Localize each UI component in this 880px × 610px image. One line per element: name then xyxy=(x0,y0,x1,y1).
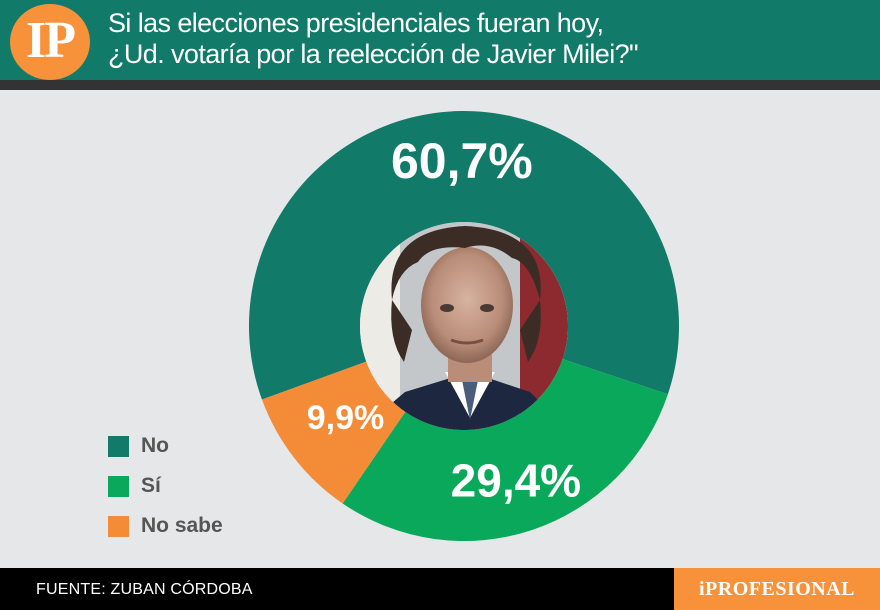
chart-title-line-2: ¿Ud. votaría por la reelección de Javier… xyxy=(108,39,639,69)
header: IP Si las elecciones presidenciales fuer… xyxy=(0,0,880,80)
slice-label-no: 60,7% xyxy=(391,133,533,189)
donut-slices xyxy=(249,111,680,541)
donut-chart: 60,7% 29,4% 9,9% xyxy=(249,111,680,541)
legend-swatch-si xyxy=(108,475,129,497)
slice-no xyxy=(249,111,680,400)
legend-swatch-no-sabe xyxy=(108,515,129,537)
footer: FUENTE: ZUBAN CÓRDOBA iPROFESIONAL xyxy=(0,568,880,610)
legend-label-si: Sí xyxy=(141,474,161,497)
slice-label-si: 29,4% xyxy=(451,455,581,507)
legend: No Sí No sabe xyxy=(108,426,223,546)
slice-label-no-sabe: 9,9% xyxy=(307,399,385,437)
source-text: FUENTE: ZUBAN CÓRDOBA xyxy=(36,581,253,598)
legend-item-no-sabe: No sabe xyxy=(108,506,223,546)
legend-item-si: Sí xyxy=(108,466,223,506)
portrait-photo xyxy=(360,222,568,430)
donut-labels: 60,7% 29,4% 9,9% xyxy=(307,133,581,507)
slice-no-sabe xyxy=(261,361,406,504)
chart-title-line-1: Si las elecciones presidenciales fueran … xyxy=(108,8,604,38)
ip-logo-text: IP xyxy=(26,11,76,69)
header-divider xyxy=(0,80,880,90)
legend-item-no: No xyxy=(108,426,223,466)
legend-label-no: No xyxy=(141,434,169,457)
brand-logo: iPROFESIONAL xyxy=(674,568,880,610)
legend-label-no-sabe: No sabe xyxy=(141,514,223,537)
ip-logo: IP xyxy=(10,4,90,80)
slice-si xyxy=(342,359,668,541)
chart-title: Si las elecciones presidenciales fueran … xyxy=(108,8,868,70)
legend-swatch-no xyxy=(108,435,129,457)
